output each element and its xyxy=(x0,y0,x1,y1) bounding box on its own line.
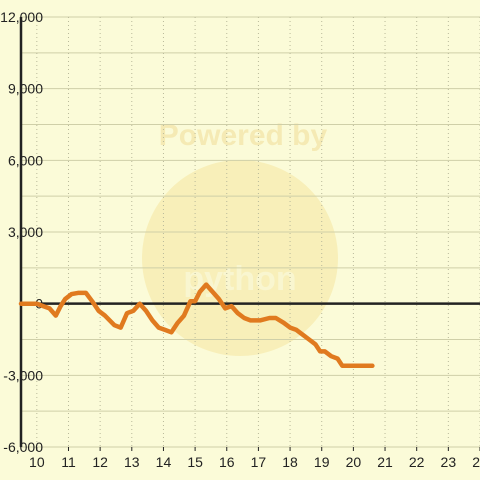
x-axis-ticks: 10 11 12 13 14 15 16 17 18 19 20 21 22 23 24 xyxy=(29,447,480,470)
x-tick-label: 19 xyxy=(314,454,330,470)
grid-lines xyxy=(21,16,480,448)
x-tick-label: 18 xyxy=(282,454,298,470)
x-tick-label: 17 xyxy=(251,454,267,470)
x-tick-label: 12 xyxy=(92,454,108,470)
x-tick-label: 10 xyxy=(29,454,45,470)
series-line xyxy=(18,282,375,369)
y-tick-label: 12,000 xyxy=(0,9,43,25)
y-tick-label: 3,000 xyxy=(8,224,43,240)
watermark-powered-by-text: Powered by xyxy=(159,119,328,152)
x-tick-label: 16 xyxy=(219,454,235,470)
x-tick-label: 20 xyxy=(346,454,362,470)
x-tick-label: 21 xyxy=(377,454,393,470)
x-tick-label: 14 xyxy=(156,454,172,470)
y-tick-label: 6,000 xyxy=(8,152,43,168)
series-layer xyxy=(18,282,375,369)
x-tick-label: 22 xyxy=(409,454,425,470)
y-tick-label: 9,000 xyxy=(8,81,43,97)
x-tick-label: 23 xyxy=(441,454,457,470)
x-tick-label: 24 xyxy=(472,454,480,470)
axes xyxy=(19,17,480,447)
watermark-python-logo xyxy=(142,160,338,356)
x-tick-label: 11 xyxy=(61,454,76,470)
x-tick-label: 13 xyxy=(124,454,140,470)
y-tick-label: -3,000 xyxy=(3,367,43,383)
y-tick-label: -6,000 xyxy=(3,439,43,455)
powered-by-watermark: Powered by python xyxy=(142,119,338,356)
x-tick-label: 15 xyxy=(187,454,203,470)
